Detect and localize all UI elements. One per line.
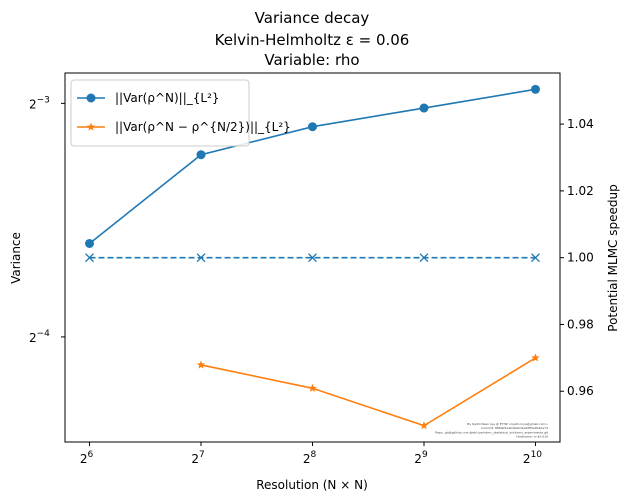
series-0-point xyxy=(196,150,206,160)
x-tick-label: 29 xyxy=(414,450,428,466)
legend-marker xyxy=(86,122,96,131)
series-2-point xyxy=(196,253,206,263)
right-tick-label: 1.00 xyxy=(567,251,594,265)
right-tick-label: 0.98 xyxy=(567,317,594,331)
x-marker-stroke xyxy=(308,253,317,263)
watermark-line: Repo: git@github.com:kjetil-lye/mlmc_sta… xyxy=(435,430,548,434)
x-tick-label: 28 xyxy=(303,450,317,466)
series-0-point xyxy=(419,103,429,113)
right-tick-label: 1.04 xyxy=(567,117,594,131)
title-line-2: Kelvin-Helmholtz ε = 0.06 xyxy=(215,31,410,49)
legend-label: ||Var(ρ^N)||_{L²} xyxy=(115,91,220,105)
right-axis-ticks: 1.04 1.02 1.00 0.98 0.96 xyxy=(560,117,594,398)
series-1-point xyxy=(531,353,540,362)
left-tick-label: 2−4 xyxy=(29,329,50,345)
series-0-point xyxy=(530,84,540,94)
chart-title: Variance decay Kelvin-Helmholtz ε = 0.06… xyxy=(215,9,410,69)
series-2-point xyxy=(419,253,429,263)
series-line-1 xyxy=(200,357,536,427)
watermark-text: By Kjetil Olsen Lye @ ETHZ <kjetil.o.lye… xyxy=(435,422,548,439)
left-axis-label: Variance xyxy=(9,232,23,284)
legend-box xyxy=(70,79,250,147)
x-axis-label: Resolution (N × N) xyxy=(256,478,368,492)
series-1-point xyxy=(419,421,429,430)
x-marker-stroke xyxy=(196,253,206,263)
series-2-point xyxy=(308,253,317,263)
watermark-line: Hostname: lo-a2-016 xyxy=(516,435,548,439)
watermark-line: By Kjetil Olsen Lye @ ETHZ <kjetil.o.lye… xyxy=(467,422,548,426)
series-0-point xyxy=(85,238,95,248)
watermark-line: Commit: 868a05e4b49a0d1a0085a0b4de7d xyxy=(481,426,548,430)
left-axis-ticks: 2−3 2−4 xyxy=(29,95,65,345)
right-tick-label: 1.02 xyxy=(567,184,594,198)
right-axis-label: Potential MLMC speedup xyxy=(606,184,620,331)
x-marker-stroke xyxy=(531,253,540,263)
right-tick-label: 0.96 xyxy=(567,384,594,398)
legend-marker xyxy=(86,93,96,103)
x-marker-stroke xyxy=(419,253,429,263)
series-2-point xyxy=(85,253,94,263)
series-0-point xyxy=(308,122,317,132)
legend-label: ||Var(ρ^N − ρ^{N/2})||_{L²} xyxy=(115,120,291,134)
x-tick-label: 210 xyxy=(523,450,542,466)
plot-marks xyxy=(85,84,540,430)
series-2-point xyxy=(531,253,540,263)
x-marker-stroke xyxy=(85,253,94,263)
series-1-point xyxy=(196,360,206,369)
x-tick-label: 27 xyxy=(191,450,204,466)
legend: ||Var(ρ^N)||_{L²} ||Var(ρ^N − ρ^{N/2})||_… xyxy=(70,79,291,147)
x-axis-ticks: 26 27 28 29 210 xyxy=(80,442,542,466)
x-tick-label: 26 xyxy=(80,450,94,466)
series-1-point xyxy=(308,383,317,392)
title-line-1: Variance decay xyxy=(255,9,370,27)
title-line-3: Variable: rho xyxy=(264,51,359,69)
left-tick-label: 2−3 xyxy=(29,95,50,111)
